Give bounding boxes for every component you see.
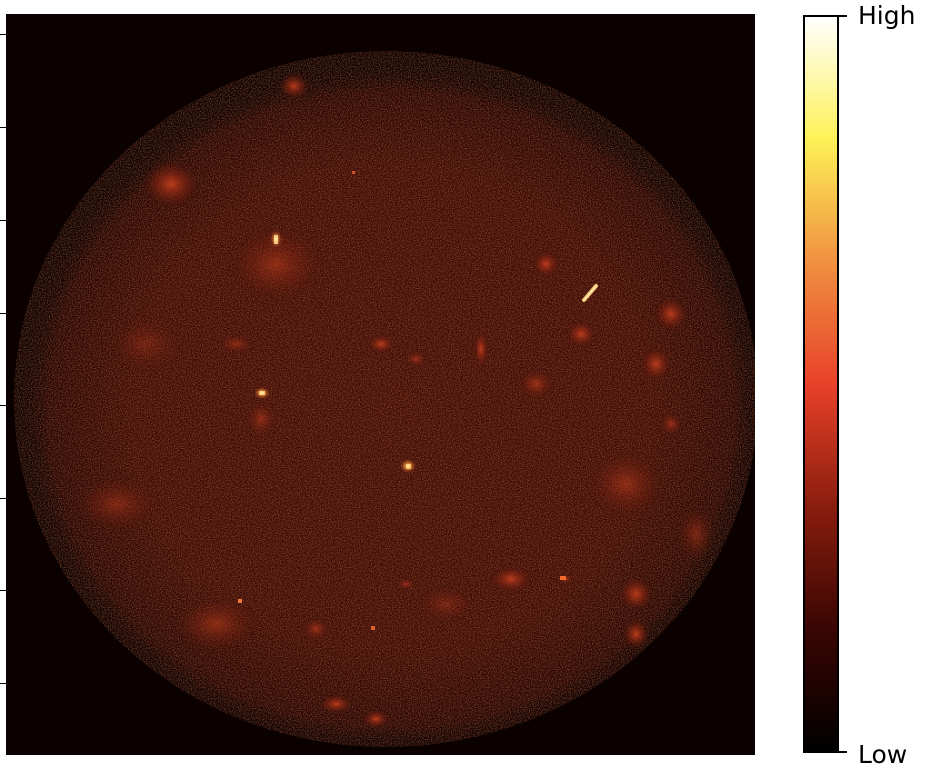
y-tick xyxy=(0,220,6,221)
hot-spots xyxy=(238,171,598,630)
y-tick xyxy=(0,127,6,128)
heatmap-svg xyxy=(6,14,755,755)
y-tick xyxy=(0,313,6,314)
colorbar-low-label: Low xyxy=(858,740,908,769)
diffuse-blobs xyxy=(71,72,716,729)
heatmap-image xyxy=(6,14,755,755)
y-tick xyxy=(0,683,6,684)
colorbar-low-tick xyxy=(839,751,847,753)
y-tick xyxy=(0,590,6,591)
y-tick xyxy=(0,34,6,35)
colorbar-high-tick xyxy=(839,15,847,17)
y-tick xyxy=(0,405,6,406)
colorbar-high-label: High xyxy=(858,1,916,30)
y-axis-ticks xyxy=(0,0,8,770)
y-tick xyxy=(0,498,6,499)
colorbar xyxy=(803,15,839,753)
